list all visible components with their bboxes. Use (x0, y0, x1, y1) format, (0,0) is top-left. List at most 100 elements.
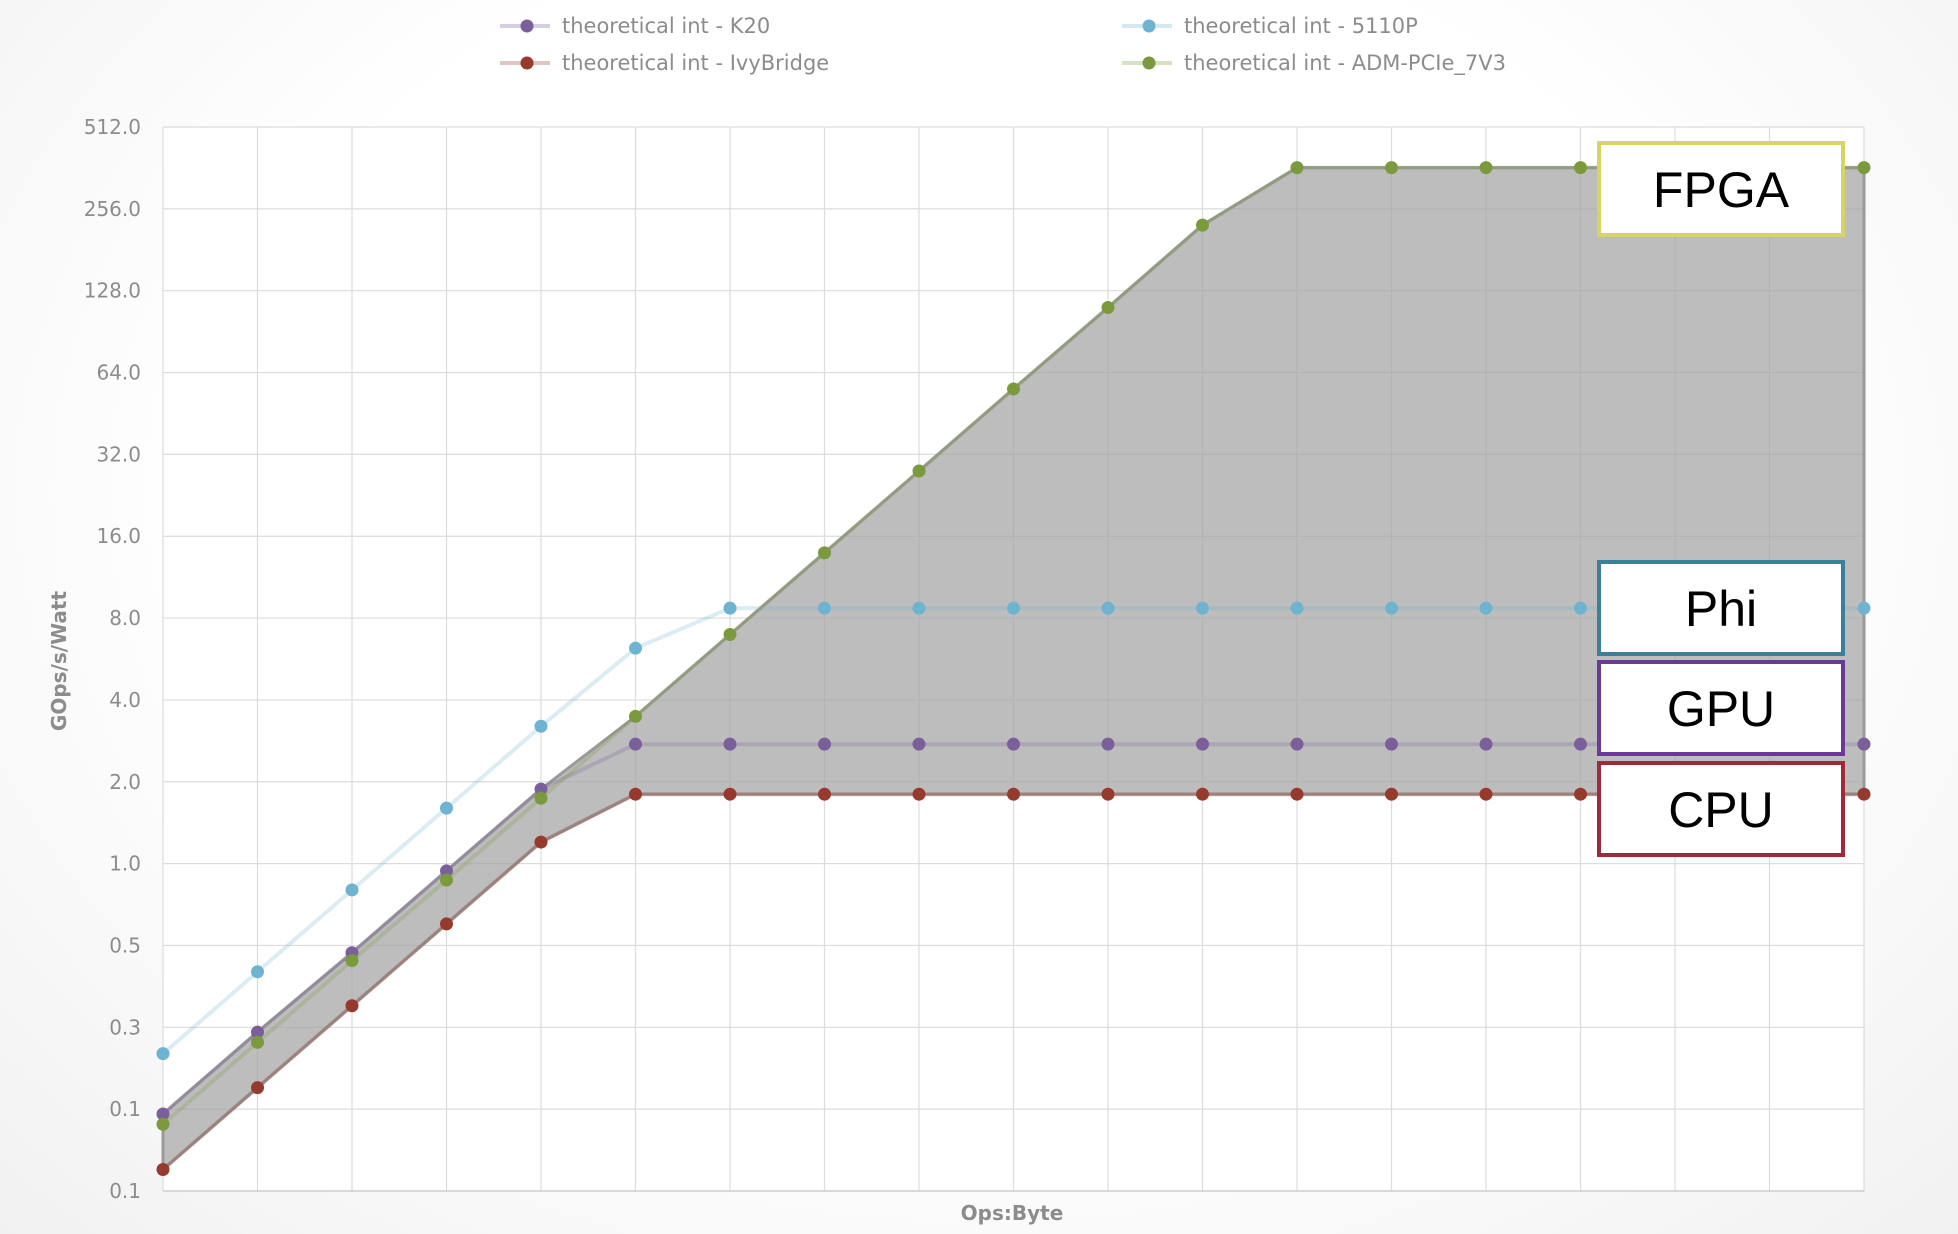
x-axis-title: Ops:Byte (961, 1201, 1064, 1225)
data-point (1479, 601, 1493, 615)
label-box-fpga: FPGA (1597, 141, 1845, 237)
data-point (1857, 737, 1871, 751)
data-point (1857, 161, 1871, 175)
y-tick-label: 0.5 (109, 933, 141, 957)
data-point (723, 628, 737, 642)
label-box-text: GPU (1667, 681, 1775, 737)
device-labels: FPGA Phi GPU CPU (1597, 141, 1845, 857)
label-box-cpu: CPU (1597, 761, 1845, 857)
legend-label: theoretical int - ADM-PCIe_7V3 (1184, 51, 1506, 76)
y-tick-label: 128.0 (84, 279, 141, 303)
y-tick-label: 16.0 (96, 524, 141, 548)
series-2 (156, 601, 1871, 1061)
data-point (1574, 737, 1587, 751)
y-tick-label: 4.0 (109, 688, 141, 712)
series-3 (156, 161, 1871, 1131)
data-point (156, 1107, 170, 1121)
data-point (629, 641, 642, 655)
y-axis-tick-labels: 0.1 0.1 0.3 0.5 1.0 2.0 4.0 8.0 16.0 32.0 64.0 128.… (84, 115, 141, 1203)
data-point (1290, 161, 1304, 175)
data-point (1290, 601, 1304, 615)
data-point (723, 787, 737, 801)
data-point (629, 787, 642, 801)
data-point (1290, 787, 1304, 801)
data-point (912, 787, 926, 801)
data-point (1007, 601, 1020, 615)
data-point (1196, 737, 1209, 751)
y-tick-label: 256.0 (84, 197, 141, 221)
data-point (1007, 787, 1020, 801)
data-point (440, 917, 453, 931)
y-tick-label: 2.0 (109, 770, 141, 794)
data-point (156, 1047, 170, 1061)
data-point (1007, 737, 1020, 751)
data-point (1479, 161, 1493, 175)
data-point (1007, 382, 1020, 396)
y-tick-label: 0.3 (109, 1015, 141, 1039)
label-box-text: CPU (1668, 782, 1774, 838)
data-point (1101, 301, 1115, 315)
data-point (629, 709, 642, 723)
legend-swatch-marker (1142, 19, 1156, 33)
y-tick-label: 1.0 (109, 852, 141, 876)
label-box-text: Phi (1685, 581, 1757, 637)
series-group (156, 161, 1871, 1176)
label-box-phi: Phi (1597, 560, 1845, 656)
data-point (1101, 737, 1115, 751)
data-point (1574, 601, 1587, 615)
legend-swatch-marker (1142, 56, 1156, 70)
data-point (534, 791, 548, 805)
label-box-gpu: GPU (1597, 660, 1845, 756)
data-point (1196, 787, 1209, 801)
data-point (818, 787, 831, 801)
series-1 (156, 787, 1871, 1176)
legend-entry: theoretical int - ADM-PCIe_7V3 (1122, 51, 1506, 76)
series-0 (156, 737, 1871, 1121)
data-point (1857, 601, 1871, 615)
data-point (912, 737, 926, 751)
data-point (818, 546, 831, 560)
data-point (251, 1035, 264, 1049)
legend-entry: theoretical int - 5110P (1122, 14, 1418, 38)
legend-swatch-marker (520, 19, 534, 33)
data-point (440, 873, 453, 887)
data-point (345, 883, 359, 897)
label-box-frame (1597, 560, 1845, 656)
legend-entry: theoretical int - IvyBridge (500, 51, 829, 75)
data-point (912, 464, 926, 478)
data-point (1479, 737, 1493, 751)
label-box-frame (1597, 660, 1845, 756)
y-axis-title: GOps/s/Watt (47, 591, 71, 732)
data-point (251, 1081, 264, 1095)
data-point (534, 719, 548, 733)
legend: theoretical int - K20 theoretical int - 5… (500, 14, 1506, 76)
data-point (534, 835, 548, 849)
data-point (1574, 787, 1587, 801)
label-box-frame (1597, 761, 1845, 857)
data-point (1385, 161, 1398, 175)
y-tick-label: 512.0 (84, 115, 141, 139)
data-point (1385, 601, 1398, 615)
data-point (1857, 787, 1871, 801)
data-point (345, 999, 359, 1013)
data-point (156, 1162, 170, 1176)
data-point (818, 737, 831, 751)
data-point (534, 782, 548, 796)
data-point (440, 801, 453, 815)
data-point (1574, 161, 1587, 175)
data-point (1385, 737, 1398, 751)
legend-swatch-marker (520, 56, 534, 70)
data-point (723, 601, 737, 615)
data-point (629, 737, 642, 751)
data-point (251, 965, 264, 979)
data-point (1385, 787, 1398, 801)
data-point (345, 954, 359, 968)
y-tick-label: 0.1 (109, 1179, 141, 1203)
data-point (1196, 601, 1209, 615)
data-point (723, 737, 737, 751)
data-point (1101, 787, 1115, 801)
data-point (251, 1025, 264, 1039)
legend-entry: theoretical int - K20 (500, 14, 770, 38)
data-point (818, 601, 831, 615)
